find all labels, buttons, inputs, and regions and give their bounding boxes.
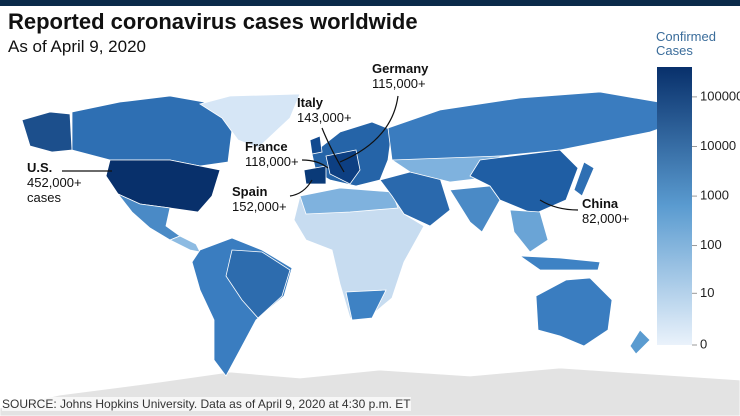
southeast-asia [509,209,549,253]
brazil [225,249,291,319]
leader-italy [321,127,345,173]
india [449,185,501,233]
annotation-text: 118,000+ [245,154,299,169]
new-zealand [629,329,651,355]
annotation-text: 152,000+ [232,199,287,214]
greenland [199,93,301,149]
annotation: Germany 115,000+ [372,61,428,91]
russia [387,91,691,161]
annotation: Spain 152,000+ [232,184,287,214]
france-germany-italy [325,149,361,185]
leader-china [539,199,579,211]
legend-tick-label: 100000 [700,88,740,103]
annotation-title: Spain [232,184,268,199]
top-band [0,0,740,6]
annotation-text: 452,000+ [27,175,82,190]
annotation-title: Germany [372,61,429,76]
annotation-text: 115,000+ [372,76,426,91]
legend-tick-label: 1000 [700,188,729,203]
annotation: Italy 143,000+ [297,95,352,125]
leader-germany [339,95,399,163]
title: Reported coronavirus cases worldwide [8,9,418,34]
alaska [21,111,73,153]
source: SOURCE: Johns Hopkins University. Data a… [2,397,411,411]
annotation: France 118,000+ [245,139,299,169]
leader-france [301,159,329,169]
color-bar [657,67,692,345]
legend-tick-label: 0 [700,336,707,351]
annotation-text: 82,000+ [582,211,630,226]
japan [573,161,595,197]
leader-spain [289,179,313,197]
spain [303,165,327,185]
usa [105,159,221,213]
annotation-text: cases [27,190,61,205]
australia [535,277,613,347]
indonesia [518,255,601,271]
annotation-title: China [582,196,619,211]
legend-tick-label: 10000 [700,138,736,153]
canada [71,95,233,167]
leader-lines [62,95,579,211]
annotation-text: 143,000+ [297,110,352,125]
annotation: China 82,000+ [582,196,629,226]
annotation-title: France [245,139,288,154]
legend-tick-label: 100 [700,237,722,252]
subtitle: As of April 9, 2020 [8,37,146,56]
uk [309,135,323,155]
south-africa [345,289,387,321]
central-america [169,235,201,253]
legend-title: Confirmed Cases [656,29,716,58]
annotation-title: Italy [297,95,324,110]
annotation: U.S. 452,000+ cases [27,160,82,205]
north-africa [299,187,399,215]
landmasses [0,91,740,416]
annotation-title: U.S. [27,160,53,175]
legend-tick-label: 10 [700,285,714,300]
